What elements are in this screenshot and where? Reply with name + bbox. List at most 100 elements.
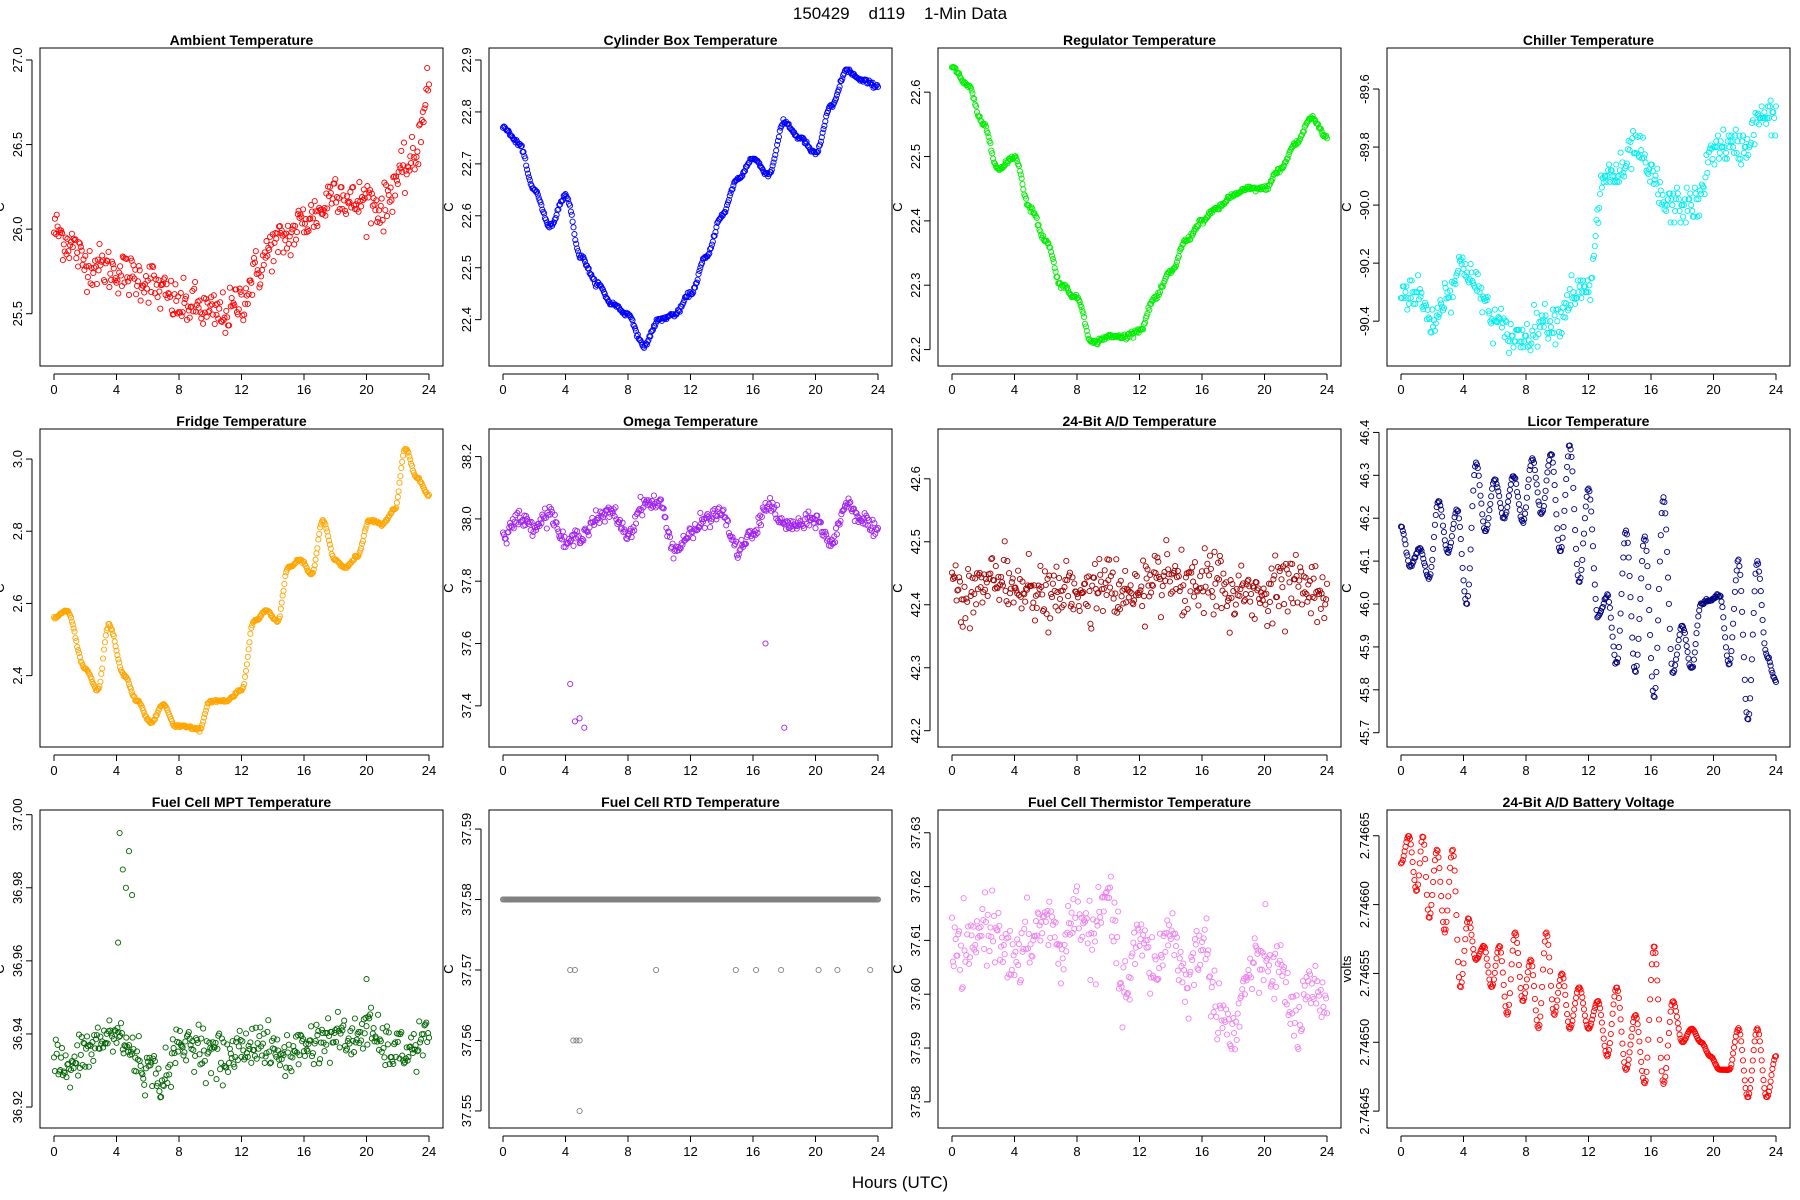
data-point <box>955 586 962 593</box>
data-point <box>1504 504 1511 511</box>
data-point <box>225 322 233 329</box>
y-tick-label: 42.3 <box>908 655 923 680</box>
data-point <box>1025 930 1032 938</box>
data-point <box>1073 883 1081 890</box>
data-point <box>1694 622 1701 629</box>
data-point <box>1052 919 1059 926</box>
data-point <box>1295 583 1302 590</box>
data-point <box>1666 625 1673 632</box>
x-tick-label: 12 <box>683 382 697 397</box>
data-point <box>1767 97 1774 104</box>
data-point <box>87 280 94 287</box>
data-point <box>1236 1023 1243 1030</box>
data-point <box>1165 566 1172 573</box>
data-point <box>317 1056 324 1063</box>
data-point <box>1009 575 1016 582</box>
data-point <box>538 520 545 527</box>
data-point <box>832 539 839 546</box>
data-point <box>405 449 412 456</box>
data-point <box>1616 627 1623 634</box>
data-point <box>1192 941 1199 948</box>
data-point <box>1562 314 1569 321</box>
data-point <box>1726 144 1733 151</box>
data-point <box>1576 578 1583 585</box>
data-point <box>1464 600 1471 607</box>
data-point <box>1020 590 1027 597</box>
data-point <box>385 1029 392 1036</box>
data-point <box>293 229 300 236</box>
data-point <box>380 1044 387 1052</box>
data-point <box>1410 558 1417 565</box>
data-point <box>334 1008 341 1015</box>
data-point <box>1301 123 1308 130</box>
data-point <box>1168 927 1175 934</box>
data-point <box>1270 954 1277 961</box>
data-point <box>1439 303 1446 310</box>
x-tick-label: 16 <box>1644 382 1658 397</box>
data-point <box>1654 165 1661 172</box>
data-point <box>401 189 408 197</box>
data-point <box>1651 694 1658 701</box>
data-point <box>1594 206 1601 213</box>
data-point <box>979 906 986 913</box>
data-point <box>1502 317 1509 324</box>
data-point <box>183 1057 190 1064</box>
data-point <box>985 932 992 939</box>
y-axis-label: C <box>441 202 456 211</box>
data-point <box>1189 564 1196 571</box>
data-point <box>951 924 958 931</box>
data-point <box>1238 992 1245 999</box>
data-point <box>1768 132 1775 139</box>
data-point <box>305 228 312 235</box>
data-point <box>1040 232 1047 239</box>
data-point <box>1612 178 1619 185</box>
data-point <box>304 1048 311 1055</box>
x-tick-label: 0 <box>499 1144 506 1159</box>
data-point <box>1605 167 1612 174</box>
data-point <box>1044 575 1051 582</box>
data-point <box>1545 335 1552 342</box>
data-point <box>1448 533 1455 540</box>
data-point <box>258 273 265 280</box>
data-point <box>1414 272 1422 279</box>
data-point <box>964 931 971 938</box>
outlier-point <box>834 966 841 974</box>
data-point <box>1552 496 1559 504</box>
data-point <box>1173 934 1181 941</box>
data-point <box>1322 601 1329 608</box>
data-point <box>245 291 252 298</box>
data-point <box>956 578 964 585</box>
data-point <box>1053 941 1060 948</box>
data-point <box>167 277 175 284</box>
data-point <box>1321 615 1328 622</box>
data-point <box>1699 183 1706 190</box>
data-point <box>1418 289 1425 296</box>
data-point <box>1459 564 1466 571</box>
data-point <box>218 1035 225 1042</box>
x-tick-label: 12 <box>1581 382 1595 397</box>
data-point <box>300 206 307 213</box>
data-point <box>1580 540 1587 547</box>
data-point <box>1725 661 1732 668</box>
data-point <box>1518 516 1525 523</box>
data-point <box>1271 572 1278 579</box>
data-point <box>247 630 254 637</box>
data-point <box>267 241 275 248</box>
data-point <box>171 1050 178 1057</box>
data-point <box>266 246 273 253</box>
data-point <box>1531 467 1538 474</box>
data-point <box>1701 191 1708 198</box>
data-point <box>135 263 142 270</box>
data-point <box>1080 920 1087 927</box>
data-point <box>1127 582 1134 589</box>
data-point <box>1625 554 1632 561</box>
data-point <box>1179 979 1186 986</box>
x-tick-label: 24 <box>871 1144 885 1159</box>
data-point <box>1241 596 1248 604</box>
data-point <box>1541 300 1548 307</box>
data-point <box>1271 995 1278 1002</box>
x-tick-label: 20 <box>808 1144 822 1159</box>
data-point <box>292 1048 299 1055</box>
